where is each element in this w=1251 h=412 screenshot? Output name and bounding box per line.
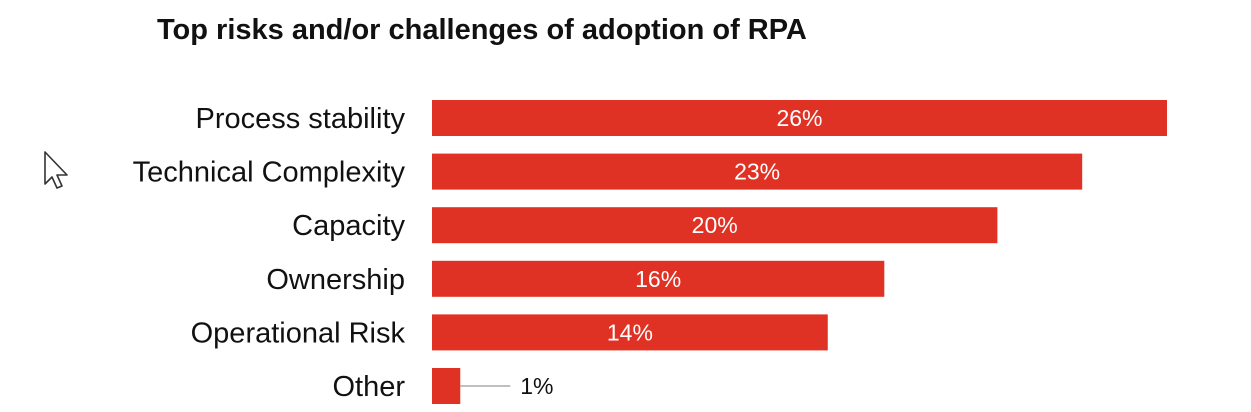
mouse-pointer-icon bbox=[44, 151, 68, 189]
category-label: Other bbox=[332, 371, 405, 403]
chart-title: Top risks and/or challenges of adoption … bbox=[157, 14, 807, 46]
bar bbox=[432, 207, 998, 244]
bar bbox=[432, 260, 885, 297]
bar bbox=[432, 153, 1083, 190]
bar bbox=[432, 100, 1167, 136]
bar bbox=[432, 314, 828, 351]
value-label: 20% bbox=[692, 212, 738, 238]
value-label: 1% bbox=[520, 373, 553, 399]
value-label: 16% bbox=[635, 266, 681, 292]
category-label: Ownership bbox=[266, 264, 405, 296]
category-label: Capacity bbox=[292, 210, 405, 242]
category-label: Operational Risk bbox=[191, 317, 406, 349]
value-label: 26% bbox=[776, 105, 822, 131]
category-label: Technical Complexity bbox=[133, 157, 406, 189]
category-label: Process stability bbox=[195, 103, 405, 135]
value-label: 14% bbox=[607, 319, 653, 345]
bar bbox=[432, 368, 461, 404]
value-label: 23% bbox=[734, 159, 780, 185]
